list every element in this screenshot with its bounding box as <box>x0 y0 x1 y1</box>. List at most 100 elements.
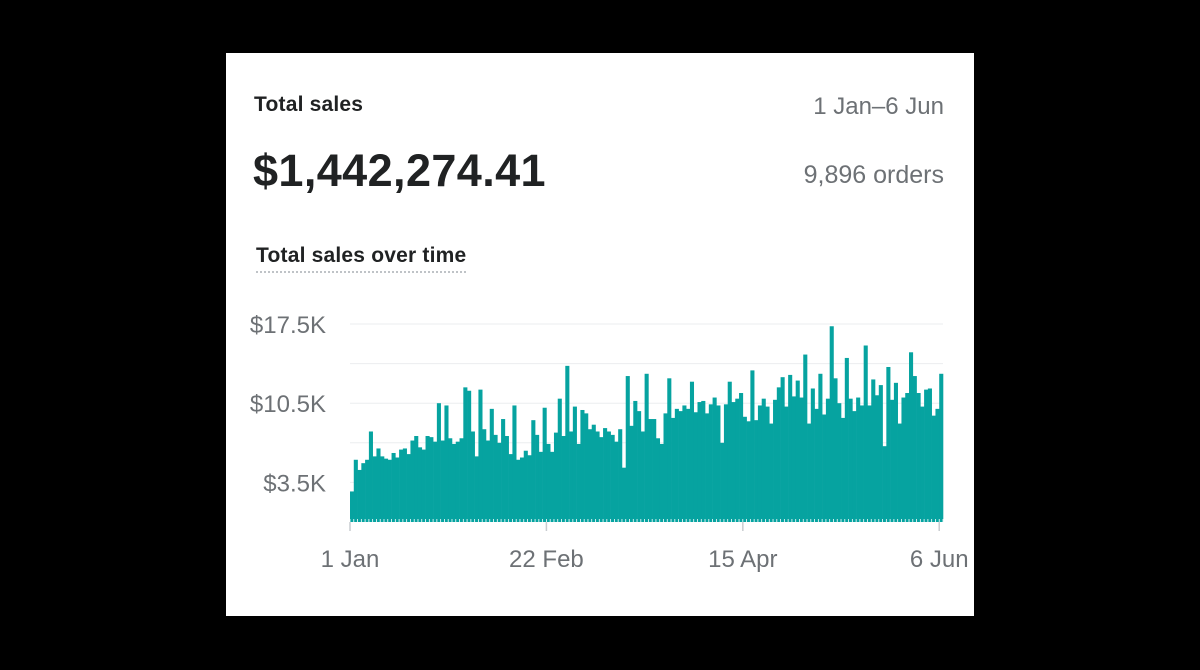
sales-bar[interactable] <box>882 446 887 522</box>
sales-bar[interactable] <box>735 398 740 522</box>
sales-bar[interactable] <box>599 437 604 522</box>
sales-bar[interactable] <box>538 451 543 522</box>
sales-bar[interactable] <box>739 393 744 522</box>
sales-bar[interactable] <box>485 440 491 522</box>
sales-bar[interactable] <box>421 449 426 522</box>
sales-bar[interactable] <box>474 456 479 522</box>
sales-bar[interactable] <box>557 398 562 522</box>
sales-bar[interactable] <box>576 443 581 522</box>
chart-title[interactable]: Total sales over time <box>256 244 467 273</box>
sales-bar[interactable] <box>712 397 717 522</box>
sales-bar[interactable] <box>387 459 392 522</box>
sales-bar[interactable] <box>512 405 517 522</box>
sales-bar[interactable] <box>399 449 404 522</box>
sales-bar[interactable] <box>625 376 630 522</box>
sales-bar[interactable] <box>761 398 766 522</box>
sales-bar[interactable] <box>455 441 460 522</box>
sales-bar[interactable] <box>610 434 615 522</box>
sales-bar[interactable] <box>587 429 593 522</box>
sales-bar[interactable] <box>489 408 494 522</box>
sales-bar[interactable] <box>652 419 657 522</box>
sales-bar[interactable] <box>655 438 661 522</box>
sales-bar[interactable] <box>799 397 804 522</box>
sales-bar[interactable] <box>531 420 536 522</box>
sales-bar[interactable] <box>765 406 770 522</box>
sales-bar[interactable] <box>746 421 751 522</box>
sales-bar[interactable] <box>924 389 929 522</box>
sales-bar[interactable] <box>546 443 551 522</box>
sales-bar[interactable] <box>357 469 362 522</box>
sales-bar[interactable] <box>807 423 812 522</box>
sales-bar[interactable] <box>350 491 355 522</box>
sales-bar[interactable] <box>871 379 876 522</box>
sales-bar[interactable] <box>504 436 509 522</box>
sales-bar[interactable] <box>674 408 679 522</box>
sales-bar[interactable] <box>780 377 785 522</box>
sales-bar[interactable] <box>909 352 914 522</box>
sales-bar[interactable] <box>365 459 370 522</box>
sales-bar[interactable] <box>648 419 653 522</box>
sales-bar[interactable] <box>693 412 698 522</box>
sales-bar[interactable] <box>705 413 710 522</box>
sales-bar[interactable] <box>637 411 642 522</box>
sales-bar[interactable] <box>595 431 600 522</box>
sales-bar[interactable] <box>550 451 555 522</box>
sales-bar[interactable] <box>606 431 611 522</box>
sales-bar[interactable] <box>920 406 925 522</box>
sales-bar[interactable] <box>757 405 762 522</box>
sales-bar[interactable] <box>572 406 577 522</box>
sales-bar[interactable] <box>425 436 430 522</box>
sales-bar[interactable] <box>493 434 498 522</box>
sales-bar[interactable] <box>444 405 449 522</box>
sales-bar[interactable] <box>731 402 736 522</box>
sales-bar[interactable] <box>584 413 589 522</box>
sales-bar[interactable] <box>742 416 747 522</box>
sales-bar[interactable] <box>886 366 891 522</box>
sales-bar[interactable] <box>773 399 778 522</box>
sales-bar[interactable] <box>856 397 861 522</box>
sales-bar[interactable] <box>501 419 506 522</box>
sales-bar[interactable] <box>497 442 502 522</box>
sales-bar[interactable] <box>410 440 415 522</box>
sales-bar[interactable] <box>527 455 532 522</box>
sales-bar[interactable] <box>697 402 702 522</box>
sales-bar[interactable] <box>663 413 668 522</box>
sales-bar[interactable] <box>875 395 880 522</box>
sales-bar[interactable] <box>689 381 695 522</box>
sales-bar[interactable] <box>565 365 570 522</box>
sales-bar[interactable] <box>519 457 525 522</box>
sales-bar[interactable] <box>467 390 472 522</box>
sales-bar[interactable] <box>822 414 827 522</box>
sales-bar[interactable] <box>859 405 864 522</box>
sales-bar[interactable] <box>754 420 759 522</box>
sales-bar[interactable] <box>459 438 464 522</box>
sales-bar[interactable] <box>791 396 796 522</box>
sales-bar[interactable] <box>640 431 645 522</box>
sales-bar[interactable] <box>633 400 638 522</box>
sales-bar[interactable] <box>927 388 932 522</box>
sales-bar[interactable] <box>644 373 649 522</box>
sales-bar[interactable] <box>376 448 381 522</box>
sales-bar[interactable] <box>614 441 619 522</box>
sales-bar[interactable] <box>451 443 457 522</box>
sales-bar[interactable] <box>795 380 800 522</box>
sales-bar[interactable] <box>863 345 868 523</box>
sales-bar[interactable] <box>553 432 559 522</box>
sales-bar[interactable] <box>878 385 883 522</box>
sales-bar[interactable] <box>916 393 921 522</box>
sales-bar[interactable] <box>671 417 676 522</box>
sales-bar[interactable] <box>516 459 521 522</box>
sales-bar[interactable] <box>890 399 895 522</box>
sales-bar[interactable] <box>523 450 528 522</box>
sales-bar[interactable] <box>580 409 585 522</box>
sales-bar[interactable] <box>784 406 789 522</box>
sales-bar[interactable] <box>429 437 434 522</box>
sales-bar[interactable] <box>686 408 691 522</box>
sales-bar[interactable] <box>561 436 566 522</box>
sales-bar[interactable] <box>939 373 944 522</box>
sales-bar[interactable] <box>659 443 664 522</box>
sales-bar[interactable] <box>750 370 755 522</box>
sales-bar[interactable] <box>833 378 838 522</box>
sales-bar[interactable] <box>720 442 725 522</box>
sales-bar[interactable] <box>508 454 513 522</box>
